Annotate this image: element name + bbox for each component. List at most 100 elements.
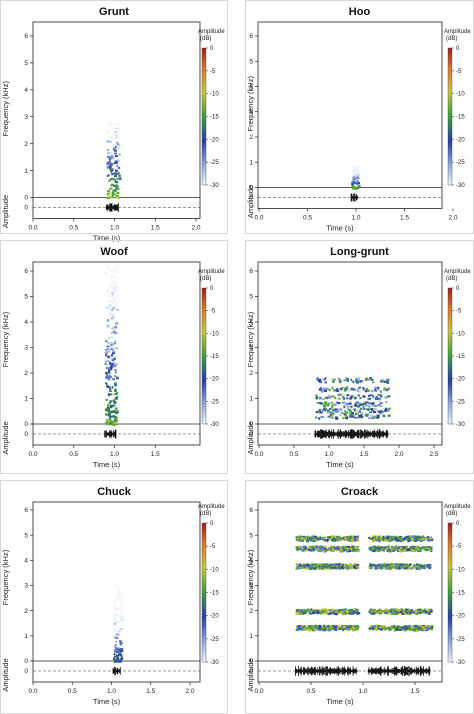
spectrogram-cell [355,610,359,613]
y-tick-label: 2 [24,608,28,615]
spectrogram-cell [114,172,117,175]
spectrogram-cell [325,396,328,400]
spectrogram-cell [349,411,352,414]
spectrogram-cell [365,390,368,393]
spectrogram-cell [356,535,360,538]
spectrogram-cell [351,612,355,615]
spectrogram-cell [334,628,337,631]
spectrogram-cell [354,549,357,552]
colorbar-tick-label: -25 [210,399,219,405]
spectrogram-cell [113,401,117,404]
spectrogram-cell [372,549,376,553]
spectrogram-cell [120,644,123,647]
spectrogram-cell [422,610,425,612]
spectrogram-cell [327,394,330,398]
colorbar: Amplitude(dB) 0 -5 -10 -15 -20 -25 -30 [198,29,225,189]
spectrogram-cell [111,191,115,195]
spectrogram-cell [347,389,351,392]
spectrogram-cell [409,539,412,542]
panel-title: Long-grunt [330,246,389,258]
spectrogram-cell [381,626,385,629]
spectrogram-cell [341,625,344,628]
spectrogram-cell [115,173,119,175]
spectrogram-cell [362,395,366,398]
spectrogram-cell [354,175,357,178]
spectrogram-cell [385,381,389,384]
panel-frame [0,0,228,234]
spectrogram-cell [112,122,115,125]
spectrogram-cell [344,539,347,542]
spectrogram-cell [407,539,411,543]
spectrogram-cell [303,537,306,540]
spectrogram-cell [115,396,119,398]
spectrogram-cell [111,351,116,355]
spectrogram-cell [118,653,121,656]
spectrogram-cell [379,395,383,398]
spectrogram-cell [404,549,408,552]
spectrogram-cell [423,611,426,614]
spectrogram-cell [344,535,348,538]
spectrogram-cell [317,545,319,548]
spectrogram-cell [350,413,354,416]
spectrogram-cell [332,412,335,415]
spectrogram-cell [376,612,380,614]
colorbar-unit: (dB) [200,276,211,282]
spectrogram-cell [401,548,403,551]
spectrogram-cell [115,637,119,639]
spectrogram-cell [296,539,300,542]
spectrogram-cell [354,177,358,180]
spectrogram-cell [332,625,334,627]
spectrogram-cell [430,625,434,628]
spectrogram-cell [302,612,305,615]
spectrogram-cell [111,137,115,141]
spectrogram-cell [323,387,327,390]
spectrogram-cell [391,626,394,629]
spectrogram-cell [108,295,111,299]
colorbar-tick-label: -10 [456,567,465,573]
spectrogram-cell [354,417,357,419]
spectrogram-cell [315,537,318,540]
spectrogram-cell [323,567,326,571]
amplitude-tick-label: 0 [249,195,253,202]
colorbar-tick-label: -30 [210,183,219,189]
spectrogram-cell [106,166,110,169]
spectrogram-cell [302,626,305,629]
spectrogram-cell [368,417,371,420]
spectrogram-cell [323,547,327,550]
spectrogram-cell [116,657,120,660]
spectrogram-cell [380,609,383,613]
spectrogram-cell [347,609,351,612]
y-tick-label: 4 [24,558,28,565]
spectrogram-cell [392,608,396,611]
spectrogram-cell [112,287,115,291]
spectrogram-cell [113,149,117,152]
spectrogram-cell [308,546,312,549]
spectrogram-cell [410,611,413,614]
spectrogram-cell [331,539,334,542]
spectrogram-cell [118,629,121,633]
spectrogram-cell [403,564,407,567]
spectrogram-cell [392,538,396,541]
spectrogram-cell [417,535,419,539]
spectrogram-cell [369,378,372,380]
spectrogram-cell [376,566,379,569]
amplitude-tick-label: 0 [249,668,253,675]
colorbar-tick-label: -25 [456,160,465,166]
spectrogram-cell [372,627,374,630]
spectrogram-cell [348,549,352,553]
spectrogram-cell [394,563,398,566]
spectrogram-cell [414,548,418,551]
y-tick-label: 6 [24,507,28,514]
spectrogram-cell [335,536,339,539]
spectrogram-cell [426,564,429,568]
spectrogram-cell [372,563,375,567]
spectrogram-cell [336,609,340,612]
spectrogram-cell [107,312,110,315]
spectrogram-cell [338,397,341,400]
spectrogram-cell [107,267,110,271]
spectrogram-cell [336,611,339,614]
spectrogram-cell [364,379,368,381]
spectrogram-cell [377,404,381,407]
spectrogram-cell [111,423,114,426]
spectrogram-cell [107,196,110,199]
